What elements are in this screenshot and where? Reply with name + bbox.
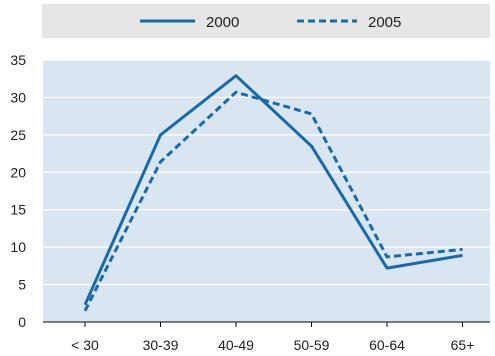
legend-background	[42, 4, 490, 38]
legend-label-2005: 2005	[368, 14, 401, 31]
y-tick-label: 0	[18, 314, 26, 330]
series-line-2005	[83, 90, 463, 312]
x-axis: < 30 30-39 40-49 50-59 60-64 65+	[43, 321, 490, 353]
x-tick-label: < 30	[71, 337, 99, 353]
series-lines	[83, 74, 463, 312]
y-tick-label: 25	[10, 127, 26, 143]
x-tick-label: 30-39	[143, 337, 179, 353]
x-tick-label: 65+	[451, 337, 475, 353]
x-tick-label: 60-64	[369, 337, 405, 353]
y-tick-label: 35	[10, 52, 26, 68]
y-tick-label: 15	[10, 202, 26, 218]
y-tick-label: 5	[18, 277, 26, 293]
y-tick-label: 10	[10, 239, 26, 255]
y-tick-label: 30	[10, 89, 26, 105]
x-tick-label: 50-59	[294, 337, 330, 353]
x-tick-label: 40-49	[218, 337, 254, 353]
legend-label-2000: 2000	[206, 14, 239, 31]
plot-area	[43, 60, 490, 322]
series-line-2000	[83, 74, 463, 306]
y-axis: 0 5 10 15 20 25 30 35	[10, 52, 26, 330]
y-tick-label: 20	[10, 164, 26, 180]
